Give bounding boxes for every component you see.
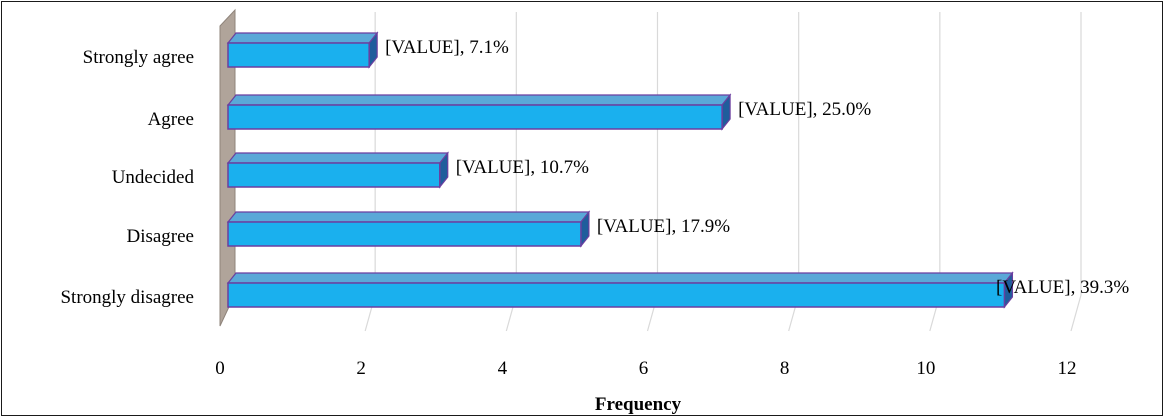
data-label: [VALUE], 25.0%	[738, 99, 871, 120]
bar	[226, 31, 379, 69]
x-tick-labels: 0 2 4 6 8 10 12	[215, 358, 1076, 379]
data-label: [VALUE], 7.1%	[385, 37, 509, 58]
category-label: Strongly disagree	[60, 287, 194, 308]
bar-front-face	[227, 42, 370, 68]
bar-front-face	[227, 162, 441, 188]
x-tick-label: 6	[639, 358, 649, 379]
category-label: Disagree	[126, 226, 194, 247]
data-label: [VALUE], 39.3%	[996, 277, 1129, 298]
category-label: Strongly agree	[83, 47, 194, 68]
data-labels: [VALUE], 7.1% [VALUE], 25.0% [VALUE], 10.7…	[385, 37, 1129, 298]
bar	[226, 151, 449, 189]
data-label: [VALUE], 17.9%	[597, 216, 730, 237]
bar-front-face	[227, 104, 723, 130]
bar-top-face	[226, 32, 379, 44]
category-label: Agree	[148, 109, 194, 130]
bar-top-face	[226, 211, 591, 223]
x-tick-label: 0	[215, 358, 225, 379]
category-label: Undecided	[112, 167, 195, 188]
x-axis-title: Frequency	[595, 394, 682, 415]
bar-front-face	[227, 282, 1006, 308]
x-tick-label: 10	[916, 358, 935, 379]
gridline	[1070, 12, 1082, 332]
bar-top-face	[226, 152, 449, 164]
bars	[226, 31, 1014, 309]
bar	[226, 93, 732, 131]
x-tick-label: 8	[780, 358, 790, 379]
data-label: [VALUE], 10.7%	[456, 157, 589, 178]
category-labels: Strongly agree Agree Undecided Disagree Stro…	[60, 47, 194, 308]
x-tick-label: 12	[1058, 358, 1077, 379]
bar-top-face	[226, 94, 732, 106]
bar-front-face	[227, 221, 582, 247]
bar	[226, 210, 591, 248]
bar-top-face	[226, 272, 1014, 284]
x-tick-label: 4	[498, 358, 508, 379]
bar	[226, 271, 1014, 309]
x-tick-label: 2	[356, 358, 366, 379]
